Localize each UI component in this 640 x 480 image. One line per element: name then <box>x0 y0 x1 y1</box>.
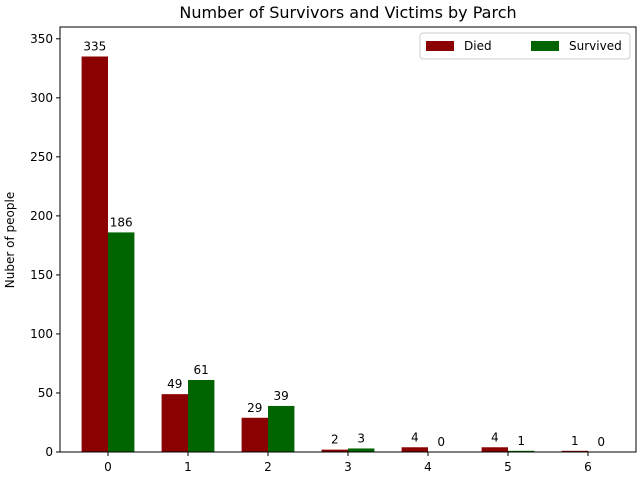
data-label-survived: 39 <box>274 389 289 403</box>
data-label-died: 4 <box>411 430 419 444</box>
data-label-survived: 0 <box>437 435 445 449</box>
y-tick-label: 0 <box>45 445 53 459</box>
y-tick-label: 300 <box>30 91 53 105</box>
y-tick-label: 150 <box>30 268 53 282</box>
data-labels-group: 335 49 29 2 4 4 1 186 61 39 3 0 1 0 <box>83 40 605 449</box>
x-tick-label: 5 <box>504 460 512 474</box>
bar-died <box>241 417 268 452</box>
plot-area-frame <box>59 26 637 453</box>
x-tick-label: 3 <box>344 460 352 474</box>
bar-died <box>321 449 348 452</box>
y-axis: 0 50 100 150 200 250 300 350 <box>30 32 60 459</box>
x-tick-label: 1 <box>184 460 192 474</box>
bar-survived <box>268 405 295 452</box>
data-label-died: 4 <box>491 430 499 444</box>
data-label-died: 29 <box>247 401 262 415</box>
bar-died <box>481 447 508 452</box>
x-tick-label: 4 <box>424 460 432 474</box>
bar-survived <box>188 379 215 452</box>
y-axis-label: Nuber of people <box>3 192 17 288</box>
bar-survived <box>508 450 535 452</box>
bar-survived <box>348 448 375 452</box>
legend: Died Survived <box>419 32 631 60</box>
bar-died <box>561 450 588 452</box>
y-tick-label: 50 <box>38 386 53 400</box>
data-label-died: 49 <box>167 377 182 391</box>
data-label-died: 335 <box>83 40 106 54</box>
bar-survived <box>108 232 135 452</box>
data-label-survived: 1 <box>517 434 525 448</box>
legend-label-died: Died <box>464 39 492 53</box>
x-axis: 0 1 2 3 4 5 6 <box>104 452 592 474</box>
x-tick-label: 6 <box>584 460 592 474</box>
chart-title: Number of Survivors and Victims by Parch <box>179 3 516 22</box>
legend-label-survived: Survived <box>569 39 622 53</box>
data-label-died: 2 <box>331 433 339 447</box>
bar-died <box>401 447 428 452</box>
bars-group <box>81 56 588 453</box>
y-tick-label: 200 <box>30 209 53 223</box>
data-label-died: 1 <box>571 434 579 448</box>
x-tick-label: 0 <box>104 460 112 474</box>
bar-died <box>81 56 108 453</box>
legend-swatch-died <box>426 41 454 51</box>
y-tick-label: 100 <box>30 327 53 341</box>
data-label-survived: 3 <box>357 431 365 445</box>
y-tick-label: 350 <box>30 32 53 46</box>
y-tick-label: 250 <box>30 150 53 164</box>
data-label-survived: 186 <box>110 215 133 229</box>
data-label-survived: 0 <box>597 435 605 449</box>
legend-box <box>419 32 631 60</box>
legend-swatch-survived <box>531 41 559 51</box>
data-label-survived: 61 <box>194 363 209 377</box>
x-tick-label: 2 <box>264 460 272 474</box>
bar-died <box>161 394 188 452</box>
